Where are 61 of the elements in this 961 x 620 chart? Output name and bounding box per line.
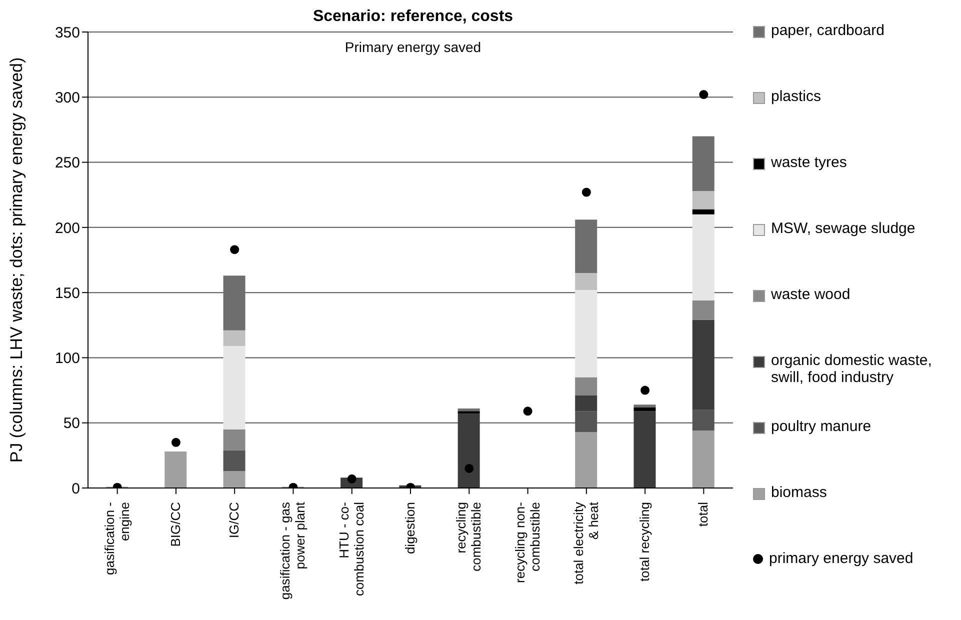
point — [582, 188, 591, 197]
bar — [575, 273, 598, 290]
bar — [692, 209, 714, 214]
x-tick-label: total electricity & heat — [570, 502, 601, 584]
bar — [634, 407, 656, 412]
bar — [692, 190, 714, 210]
point — [171, 438, 180, 447]
bar — [458, 414, 480, 488]
legend-label: primary energy saved — [769, 550, 914, 567]
bar — [223, 276, 246, 330]
y-tick-label: 50 — [63, 415, 80, 432]
bar — [164, 452, 187, 488]
bar — [223, 330, 246, 346]
x-tick-label: total — [696, 502, 711, 527]
legend-label: organic domestic waste, swill, food industry — [771, 352, 933, 386]
y-tick-label: 250 — [54, 154, 80, 172]
bar — [692, 300, 714, 320]
bar — [692, 136, 714, 191]
bar — [692, 320, 714, 410]
bar — [223, 429, 246, 450]
x-tick-label: gasification - gas power plant — [278, 502, 308, 600]
point — [640, 386, 650, 395]
legend-label: biomass — [771, 484, 827, 501]
x-tick-label: IG/CC — [226, 502, 242, 538]
bar — [223, 346, 246, 430]
point — [464, 464, 474, 473]
legend-label: waste tyres — [771, 154, 847, 171]
point — [699, 90, 708, 100]
x-tick-label: total recycling — [637, 502, 652, 582]
bar — [575, 432, 598, 488]
chart-title: Scenario: reference, costs — [312, 8, 514, 26]
legend-label: MSW, sewage sludge — [771, 220, 916, 237]
text: Primary energy saved — [344, 39, 482, 55]
legend-label: paper, cardboard — [771, 22, 884, 39]
bar — [634, 404, 656, 408]
bar — [458, 408, 480, 412]
bar — [692, 430, 714, 488]
y-tick-label: 0 — [72, 480, 80, 498]
bar — [692, 214, 714, 300]
y-tick-label: 300 — [54, 89, 80, 106]
y-axis-title: PJ (columns: LHV waste; dots: primary energy saved) — [7, 57, 26, 463]
x-tick-label: gasification - engine — [102, 502, 132, 575]
x-tick-label: BIG/CC — [168, 502, 183, 547]
y-tick-label: 150 — [54, 284, 80, 302]
y-tick-label: 100 — [54, 350, 80, 368]
bar — [634, 411, 656, 488]
bar — [458, 411, 480, 414]
bar — [575, 377, 598, 396]
bar — [575, 220, 598, 274]
bar — [223, 450, 246, 472]
legend-label: waste wood — [771, 286, 850, 303]
legend-label: plastics — [771, 88, 822, 105]
bar — [575, 395, 598, 412]
legend-label: poultry manure — [771, 418, 872, 435]
x-tick-label: digestion — [402, 502, 418, 554]
y-tick-label: 350 — [54, 24, 80, 42]
bar — [223, 471, 246, 488]
point — [230, 245, 240, 254]
bar — [575, 290, 598, 378]
point — [523, 406, 532, 416]
y-tick-label: 200 — [54, 220, 80, 237]
